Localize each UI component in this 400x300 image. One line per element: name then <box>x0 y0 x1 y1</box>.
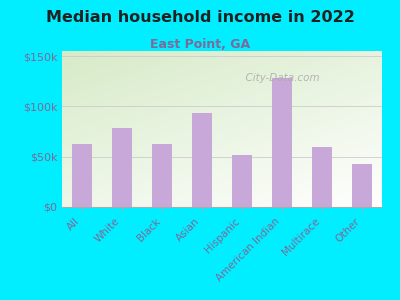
Bar <box>312 147 332 207</box>
Text: East Point, GA: East Point, GA <box>150 38 250 50</box>
Bar <box>112 128 132 207</box>
Text: Median household income in 2022: Median household income in 2022 <box>46 11 354 26</box>
Bar <box>232 155 252 207</box>
Bar <box>152 144 172 207</box>
Bar <box>72 144 92 207</box>
Bar <box>192 113 212 207</box>
Bar <box>352 164 372 207</box>
Bar <box>272 78 292 207</box>
Text: City-Data.com: City-Data.com <box>239 73 320 82</box>
